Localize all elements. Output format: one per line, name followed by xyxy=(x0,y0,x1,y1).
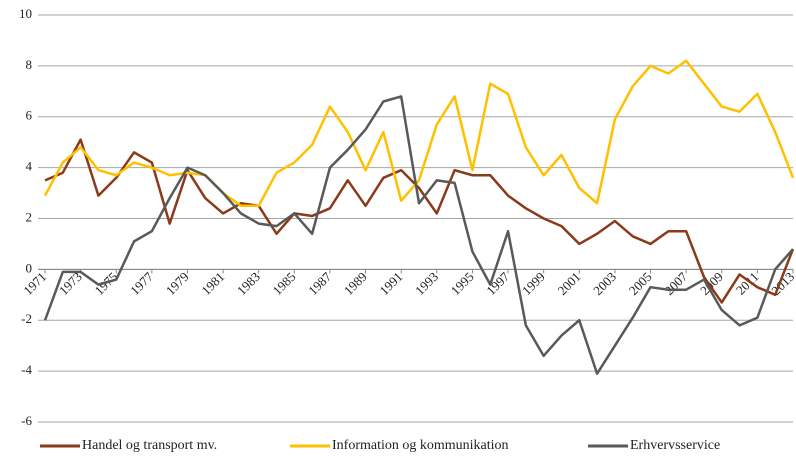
y-tick-label: 4 xyxy=(26,159,33,174)
y-tick-label: 6 xyxy=(26,108,33,123)
y-tick-label: -4 xyxy=(21,362,32,377)
series-line xyxy=(43,95,794,375)
y-tick-label: 10 xyxy=(19,6,32,21)
y-tick-label: 2 xyxy=(26,209,33,224)
y-tick-label: 0 xyxy=(26,260,33,275)
series-line xyxy=(44,138,795,304)
series-line xyxy=(43,59,795,208)
legend-label: Erhvervsservice xyxy=(630,438,720,453)
y-tick-label: -2 xyxy=(21,311,32,326)
legend-label: Handel og transport mv. xyxy=(82,438,217,453)
y-tick-label: 8 xyxy=(26,57,33,72)
legend-label: Information og kommunikation xyxy=(332,438,509,453)
y-tick-label: -6 xyxy=(21,413,32,428)
